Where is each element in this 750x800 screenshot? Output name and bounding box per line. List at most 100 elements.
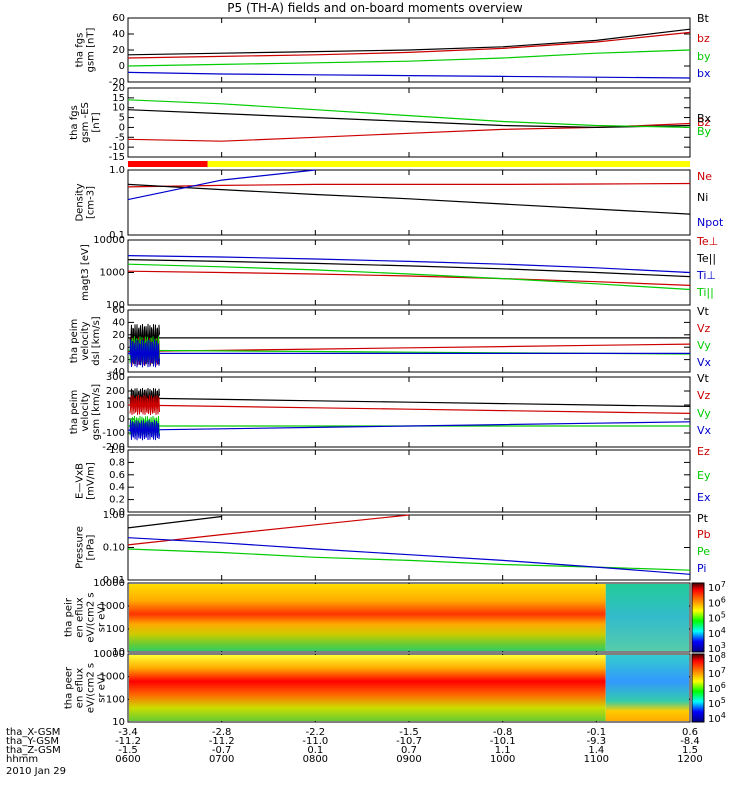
ephemeris-value: 1.4 bbox=[588, 745, 604, 756]
ephemeris-value: 0900 bbox=[396, 754, 421, 765]
y-axis-label: gsm [nT] bbox=[86, 28, 97, 73]
burst-trace bbox=[129, 394, 160, 416]
ephemeris-value: -9.3 bbox=[587, 736, 607, 747]
y-tick-label: 100 bbox=[106, 300, 125, 311]
y-axis-label: tha fgs bbox=[69, 105, 80, 140]
ephemeris-row-label: tha_Z-GSM bbox=[6, 745, 61, 756]
ephemeris-value: 0600 bbox=[115, 754, 140, 765]
colorbar-label: 107 bbox=[708, 580, 726, 594]
series-line-vx bbox=[127, 421, 691, 431]
legend-entry: Ti|| bbox=[696, 286, 714, 299]
y-tick-label: 10000 bbox=[93, 578, 125, 589]
chart-title: P5 (TH-A) fields and on-board moments ov… bbox=[227, 1, 523, 15]
y-tick-label: 0.4 bbox=[109, 482, 125, 493]
y-tick-label: 0 bbox=[119, 414, 125, 425]
y-tick-label: -20 bbox=[109, 77, 125, 88]
y-axis-label: en eflux bbox=[75, 668, 86, 708]
ephemeris-value: -10.1 bbox=[490, 736, 516, 747]
series-line-vz bbox=[127, 343, 691, 353]
y-tick-label: 20 bbox=[112, 330, 125, 341]
y-tick-label: -40 bbox=[109, 367, 125, 378]
y-tick-label: 1000 bbox=[100, 672, 125, 683]
ephemeris-value: -1.5 bbox=[399, 727, 419, 738]
colorbar-label: 106 bbox=[708, 595, 726, 609]
series-line-by bbox=[127, 49, 691, 67]
y-tick-label: -20 bbox=[109, 355, 125, 366]
y-axis-label: tha peir bbox=[64, 597, 75, 637]
legend-entry: Npot bbox=[697, 216, 724, 229]
ephemeris-value: 1000 bbox=[490, 754, 515, 765]
y-tick-label: 0.1 bbox=[109, 230, 125, 241]
colorbar-label: 104 bbox=[708, 711, 726, 725]
y-tick-label: 1.0 bbox=[109, 165, 125, 176]
y-axis-label: Pressure bbox=[75, 526, 86, 569]
ephemeris-value: -11.2 bbox=[115, 736, 141, 747]
legend-entry: Pi bbox=[697, 562, 706, 575]
series-line-bx bbox=[127, 71, 691, 79]
status-bar-red bbox=[128, 161, 208, 167]
ephemeris-value: -0.7 bbox=[212, 745, 232, 756]
legend-entry: Vy bbox=[697, 339, 711, 352]
date-label: 2010 Jan 29 bbox=[6, 766, 66, 777]
legend-entry: Ne bbox=[697, 170, 712, 183]
y-tick-label: 0 bbox=[119, 122, 125, 133]
legend-entry: Ni bbox=[697, 191, 708, 204]
series-line-pt bbox=[127, 515, 222, 529]
legend-entry: Vz bbox=[697, 322, 711, 335]
y-axis-label: sr eV) bbox=[97, 603, 108, 632]
y-tick-label: 0 bbox=[119, 342, 125, 353]
ephemeris-value: -1.5 bbox=[118, 745, 138, 756]
y-tick-label: 0 bbox=[119, 61, 125, 72]
y-tick-label: 100 bbox=[106, 400, 125, 411]
y-axis-label: sr eV) bbox=[97, 673, 108, 702]
series-line-vt bbox=[127, 397, 691, 407]
y-tick-label: 0.10 bbox=[103, 543, 125, 554]
legend-entry: Vx bbox=[697, 356, 712, 369]
legend-entry: Vx bbox=[697, 424, 712, 437]
colorbar-label: 108 bbox=[708, 651, 726, 665]
spectrogram-quiet bbox=[605, 655, 689, 721]
y-axis-label: tha peim bbox=[69, 390, 80, 435]
y-axis-label: eV/(cm2 s bbox=[86, 592, 97, 642]
y-axis-label: tha peer bbox=[64, 666, 75, 709]
y-tick-label: 10 bbox=[112, 103, 125, 114]
y-tick-label: -100 bbox=[102, 428, 125, 439]
ephemeris-row-label: hhmm bbox=[6, 754, 38, 765]
ephemeris-value: -2.8 bbox=[212, 727, 232, 738]
legend-entry: Bz bbox=[697, 116, 711, 129]
y-axis-label: velocity bbox=[80, 392, 91, 431]
y-tick-label: 1000 bbox=[100, 268, 125, 279]
y-axis-label: gsm -ES bbox=[80, 102, 91, 143]
legend-entry: Vz bbox=[697, 389, 711, 402]
y-tick-label: 1.00 bbox=[103, 510, 125, 521]
ephemeris-value: -2.2 bbox=[306, 727, 326, 738]
y-axis-label: eV/(cm2 s bbox=[86, 663, 97, 713]
y-tick-label: 1000 bbox=[100, 601, 125, 612]
legend-entry: Pb bbox=[697, 528, 711, 541]
y-tick-label: 60 bbox=[112, 305, 125, 316]
ephemeris-value: -10.7 bbox=[396, 736, 422, 747]
series-line-ti bbox=[127, 255, 691, 274]
ephemeris-row-label: tha_X-GSM bbox=[6, 727, 60, 738]
legend-entry: Vt bbox=[697, 372, 710, 385]
y-axis-label: [nT] bbox=[91, 112, 102, 132]
y-axis-label: Density bbox=[75, 183, 86, 221]
spectrogram-active bbox=[129, 584, 606, 651]
y-tick-label: -200 bbox=[102, 442, 125, 453]
ephemeris-row-label: tha_Y-GSM bbox=[6, 736, 59, 747]
ephemeris-value: -8.4 bbox=[680, 736, 700, 747]
legend-entry: Pt bbox=[697, 512, 709, 525]
series-line-te bbox=[127, 270, 691, 286]
ephemeris-value: 1100 bbox=[584, 754, 609, 765]
series-line-ti bbox=[127, 263, 691, 291]
ephemeris-value: -11.2 bbox=[209, 736, 235, 747]
ephemeris-value: -0.8 bbox=[493, 727, 513, 738]
ephemeris-value: 0.6 bbox=[682, 727, 698, 738]
ephemeris-value: -11.0 bbox=[302, 736, 328, 747]
legend-entry: Te⊥ bbox=[696, 235, 718, 248]
y-tick-label: 0.0 bbox=[109, 507, 125, 518]
y-tick-label: 10000 bbox=[93, 649, 125, 660]
y-tick-label: 0.6 bbox=[109, 470, 125, 481]
y-tick-label: 40 bbox=[112, 29, 125, 40]
